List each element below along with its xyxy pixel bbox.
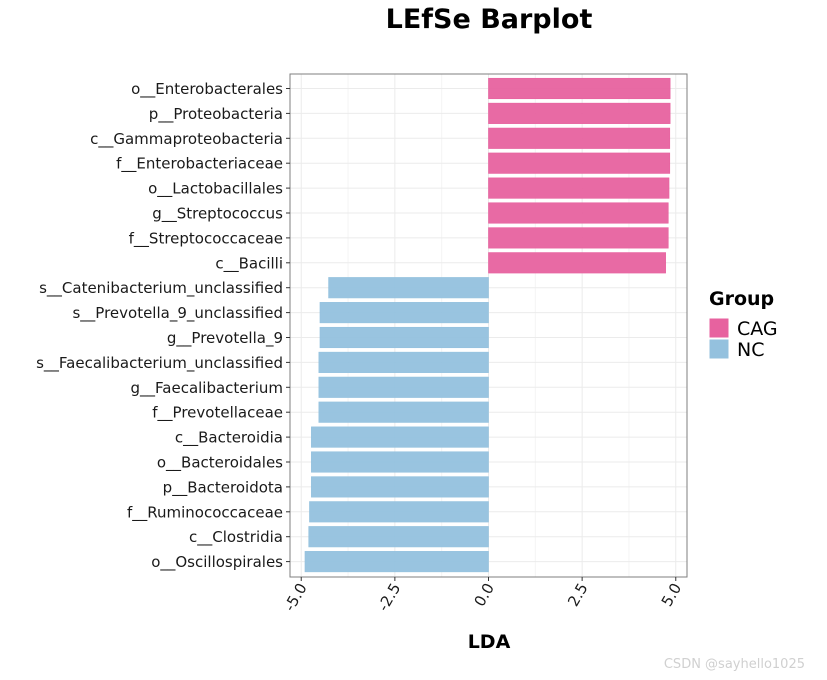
category-label: s__Prevotella_9_unclassified xyxy=(72,304,283,323)
x-tick-label: -5.0 xyxy=(280,580,310,614)
bar-nc xyxy=(318,376,489,398)
bar-cag xyxy=(488,127,671,149)
category-label: g__Streptococcus xyxy=(152,205,283,224)
bar-nc xyxy=(328,277,489,299)
bar-nc xyxy=(311,476,489,498)
watermark-text: CSDN @sayhello1025 xyxy=(663,657,805,672)
legend-title: Group xyxy=(709,288,774,310)
bar-nc xyxy=(309,501,489,523)
legend-key-nc xyxy=(708,338,730,360)
bar-cag xyxy=(488,152,671,174)
x-tick-label: -2.5 xyxy=(374,580,404,614)
x-axis-title: LDA xyxy=(468,631,511,653)
category-label: c__Gammaproteobacteria xyxy=(90,130,283,149)
category-label: f__Streptococcaceae xyxy=(129,229,283,248)
bar-nc xyxy=(318,401,489,423)
bar-nc xyxy=(304,551,489,573)
category-labels: o__Enterobacterales p__Proteobacteria c__G… xyxy=(36,80,290,572)
category-label: f__Enterobacteriaceae xyxy=(116,155,283,174)
category-label: f__Prevotellaceae xyxy=(152,404,283,423)
bar-cag xyxy=(488,77,671,100)
legend-key-cag xyxy=(708,317,730,339)
category-label: c__Clostridia xyxy=(189,528,283,547)
legend-label: CAG xyxy=(737,318,778,340)
bar-nc xyxy=(308,526,489,548)
chart-title: LEfSe Barplot xyxy=(386,4,593,35)
category-label: c__Bacilli xyxy=(215,254,283,273)
category-label: o__Enterobacterales xyxy=(131,80,283,99)
bar-cag xyxy=(488,177,670,199)
category-label: f__Ruminococcaceae xyxy=(127,503,283,522)
x-axis-ticks: -5.0 -2.5 0.0 2.5 5.0 xyxy=(280,577,685,614)
bar-nc xyxy=(311,451,489,473)
category-label: s__Catenibacterium_unclassified xyxy=(39,279,283,298)
category-label: s__Faecalibacterium_unclassified xyxy=(36,354,283,373)
bar-nc xyxy=(319,302,489,324)
bar-nc xyxy=(319,326,489,349)
x-tick-label: 2.5 xyxy=(564,580,592,610)
category-label: g__Prevotella_9 xyxy=(167,329,283,348)
bar-cag xyxy=(488,252,666,274)
bar-nc xyxy=(311,426,489,448)
category-label: c__Bacteroidia xyxy=(175,429,283,448)
category-label: p__Proteobacteria xyxy=(149,105,283,124)
bars xyxy=(304,77,671,573)
category-label: p__Bacteroidota xyxy=(163,478,283,497)
bar-cag xyxy=(488,102,671,124)
category-label: o__Bacteroidales xyxy=(157,454,283,473)
category-label: o__Lactobacillales xyxy=(148,180,283,199)
bar-nc xyxy=(318,351,489,373)
legend-label: NC xyxy=(737,339,764,361)
category-label: g__Faecalibacterium xyxy=(131,379,284,398)
category-label: o__Oscillospirales xyxy=(151,553,283,572)
bar-cag xyxy=(488,227,669,249)
x-tick-label: 5.0 xyxy=(658,580,686,610)
x-tick-label: 0.0 xyxy=(470,580,498,610)
bar-cag xyxy=(488,202,669,224)
